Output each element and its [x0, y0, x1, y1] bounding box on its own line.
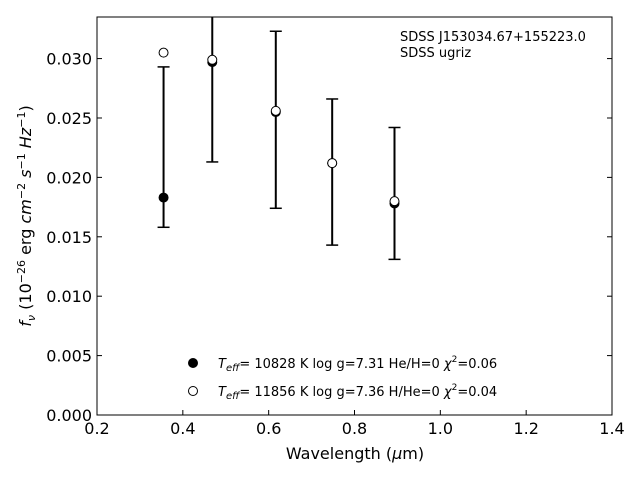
y-axis-ticks: 0.000 0.005 0.010 0.015 0.020 0.025 0.030	[46, 50, 612, 425]
y-tick-label: 0.010	[46, 287, 92, 306]
x-tick-label: 0.6	[256, 419, 281, 438]
legend-marker-filled	[188, 358, 198, 368]
y-tick-label: 0.030	[46, 50, 92, 69]
legend: Teff= 10828 K log g=7.31 He/H=0 χ2=0.06 …	[188, 355, 497, 402]
x-tick-label: 0.8	[342, 419, 367, 438]
error-bar	[269, 30, 282, 210]
data-point-open	[158, 47, 169, 58]
y-tick-label: 0.025	[46, 109, 92, 128]
plot-frame	[96, 16, 613, 416]
y-tick-label: 0.005	[46, 347, 92, 366]
error-bar	[388, 126, 401, 261]
x-axis-label: Wavelength (μm)	[286, 444, 424, 463]
data-point-open	[327, 158, 338, 169]
x-tick-label: 0.4	[170, 419, 195, 438]
error-bar	[206, 17, 219, 163]
data-point-open	[207, 54, 218, 65]
x-tick-label: 1.2	[513, 419, 538, 438]
annotation-object-name: SDSS J153034.67+155223.0	[400, 30, 586, 45]
x-tick-label: 1.0	[428, 419, 453, 438]
error-bars	[157, 17, 401, 261]
data-points	[158, 47, 400, 209]
legend-entry-1: Teff= 10828 K log g=7.31 He/H=0 χ2=0.06	[218, 355, 497, 374]
error-bar	[157, 66, 170, 229]
legend-entry-2: Teff= 11856 K log g=7.36 H/He=0 χ2=0.04	[218, 383, 497, 402]
data-point-open	[389, 196, 400, 207]
x-axis-ticks: 0.2 0.4 0.6 0.8 1.0 1.2 1.4	[84, 410, 625, 438]
error-bar	[326, 98, 339, 246]
x-tick-label: 0.2	[84, 419, 109, 438]
y-tick-label: 0.015	[46, 228, 92, 247]
annotation-filters: SDSS ugriz	[400, 46, 471, 61]
y-axis-label: fν (10−26 erg cm−2 s−1 Hz−1)	[15, 105, 38, 326]
legend-marker-open	[188, 386, 198, 396]
data-point-open	[270, 105, 281, 116]
y-tick-label: 0.020	[46, 168, 92, 187]
y-tick-label: 0.000	[46, 406, 92, 425]
x-tick-label: 1.4	[599, 419, 624, 438]
data-point-filled	[158, 192, 169, 203]
